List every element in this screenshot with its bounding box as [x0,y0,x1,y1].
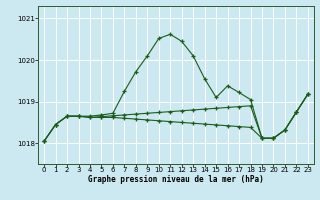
X-axis label: Graphe pression niveau de la mer (hPa): Graphe pression niveau de la mer (hPa) [88,175,264,184]
